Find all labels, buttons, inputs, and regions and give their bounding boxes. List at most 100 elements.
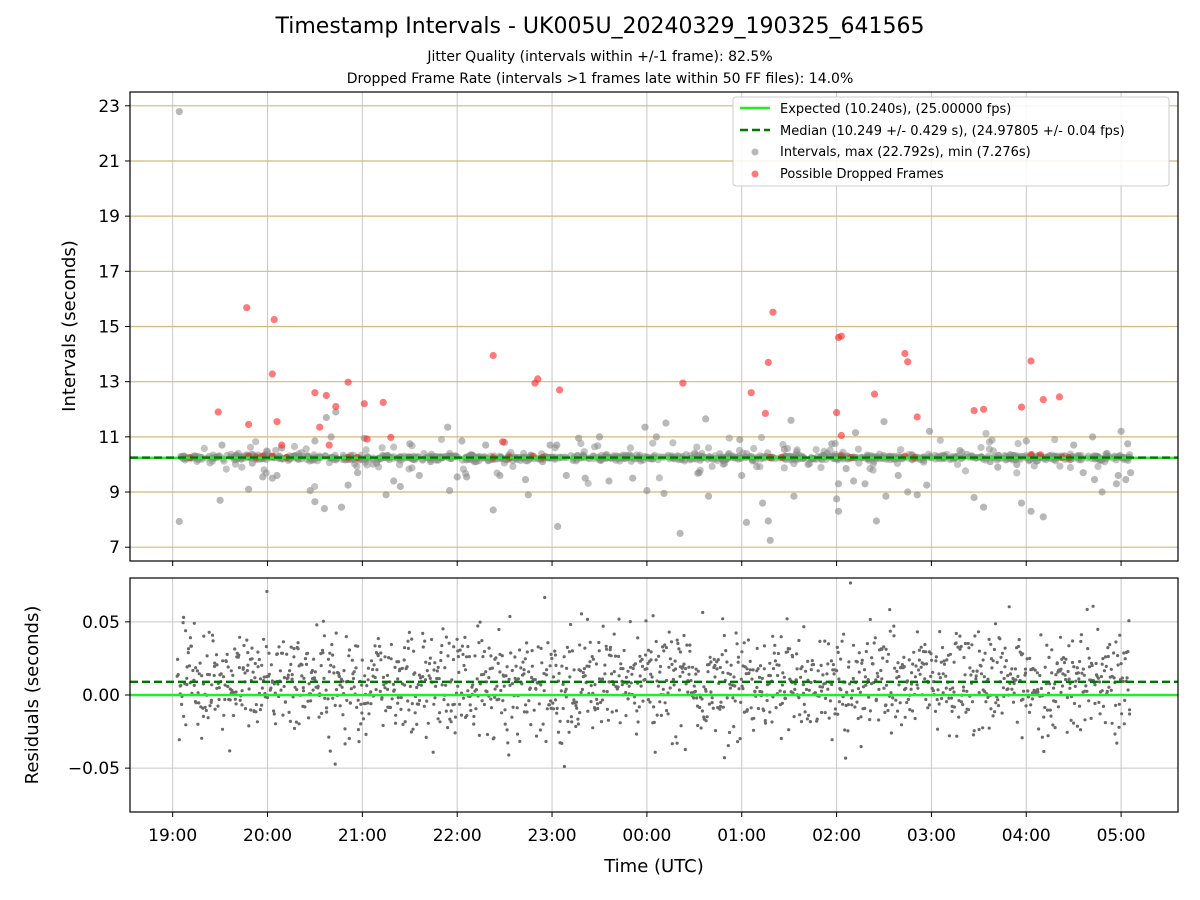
- residual-point: [423, 678, 428, 682]
- residual-point: [297, 722, 301, 726]
- residual-point: [360, 711, 364, 715]
- dropped-frame-point: [1017, 403, 1026, 411]
- residual-point: [779, 635, 783, 639]
- residual-point: [560, 741, 564, 746]
- interval-point: [834, 480, 843, 488]
- residual-point: [424, 660, 428, 664]
- residual-point: [194, 701, 198, 705]
- residual-point: [289, 662, 293, 667]
- residual-point: [961, 685, 966, 689]
- residual-point: [886, 652, 891, 656]
- interval-point: [584, 479, 592, 487]
- residual-point: [1024, 704, 1028, 708]
- residual-point: [827, 716, 831, 720]
- interval-point: [1127, 469, 1135, 477]
- residual-point: [739, 677, 743, 681]
- dropped-frame-point: [363, 435, 371, 443]
- residual-point: [560, 664, 564, 668]
- residual-point: [374, 688, 378, 692]
- residual-point: [406, 639, 410, 643]
- interval-point: [736, 436, 744, 444]
- residual-point: [736, 660, 740, 664]
- residual-point: [734, 631, 738, 635]
- residual-point: [707, 702, 712, 706]
- residual-point: [965, 689, 969, 693]
- residual-point: [349, 687, 353, 691]
- residual-point: [399, 707, 403, 712]
- residual-point: [624, 714, 628, 718]
- residual-point: [569, 622, 573, 627]
- residual-point: [1099, 675, 1103, 679]
- residual-point: [951, 686, 955, 690]
- residual-point: [238, 635, 242, 639]
- residual-point: [689, 679, 693, 683]
- interval-point: [562, 471, 570, 480]
- residual-point: [964, 710, 968, 714]
- residual-point: [871, 662, 875, 666]
- residual-point: [664, 646, 669, 650]
- residual-point: [711, 706, 715, 710]
- residual-point: [851, 643, 856, 647]
- residual-point: [489, 654, 493, 658]
- interval-point: [1066, 463, 1074, 472]
- residual-point: [1117, 702, 1121, 706]
- residual-point: [522, 672, 526, 676]
- residual-point: [892, 634, 896, 638]
- residual-point: [738, 737, 742, 741]
- residual-point: [662, 649, 666, 653]
- residual-point: [684, 682, 688, 686]
- interval-point: [420, 450, 428, 458]
- residual-point: [1096, 676, 1100, 680]
- residual-point: [1003, 646, 1007, 650]
- residual-point: [213, 661, 217, 665]
- residual-point: [800, 665, 804, 669]
- residual-point: [544, 739, 548, 744]
- residual-point: [1116, 654, 1120, 658]
- interval-point: [200, 444, 208, 452]
- residual-point: [315, 623, 319, 627]
- residual-point: [971, 669, 975, 673]
- dropped-frame-point: [1055, 393, 1063, 401]
- residual-point: [589, 700, 593, 704]
- residual-point: [321, 651, 325, 655]
- interval-point: [382, 491, 390, 499]
- residual-point: [649, 650, 653, 654]
- residual-point: [916, 686, 920, 690]
- residual-point: [787, 728, 791, 732]
- residual-point: [1065, 730, 1069, 734]
- residual-point: [837, 700, 842, 704]
- residual-point: [260, 686, 264, 690]
- dropped-frame-point: [360, 400, 368, 408]
- interval-point: [220, 457, 228, 465]
- residual-point: [629, 665, 633, 669]
- residual-point: [267, 651, 271, 655]
- residual-point: [337, 674, 341, 679]
- residual-point: [557, 671, 561, 676]
- interval-point: [216, 496, 224, 504]
- residual-point: [558, 719, 562, 723]
- residual-point: [1097, 680, 1102, 684]
- residual-point: [650, 675, 654, 679]
- residual-point: [786, 650, 790, 654]
- residual-point: [334, 631, 338, 635]
- intervals-y-tick-label: 7: [109, 538, 120, 558]
- residual-point: [944, 686, 948, 690]
- interval-point: [390, 477, 398, 485]
- interval-point: [1051, 436, 1059, 444]
- interval-point: [936, 436, 944, 444]
- residual-point: [379, 651, 383, 655]
- residual-point: [345, 698, 349, 703]
- residual-point: [735, 642, 739, 646]
- residual-point: [303, 657, 308, 661]
- dropped-frame-point: [980, 405, 988, 413]
- residual-point: [1072, 701, 1077, 706]
- residual-point: [1072, 721, 1076, 725]
- residual-point: [665, 709, 669, 713]
- residual-point: [390, 697, 394, 701]
- interval-point: [351, 460, 359, 468]
- interval-point: [721, 460, 729, 468]
- interval-point: [1070, 441, 1078, 449]
- residual-point: [696, 723, 700, 728]
- residual-point: [421, 631, 425, 636]
- residual-point: [748, 668, 752, 672]
